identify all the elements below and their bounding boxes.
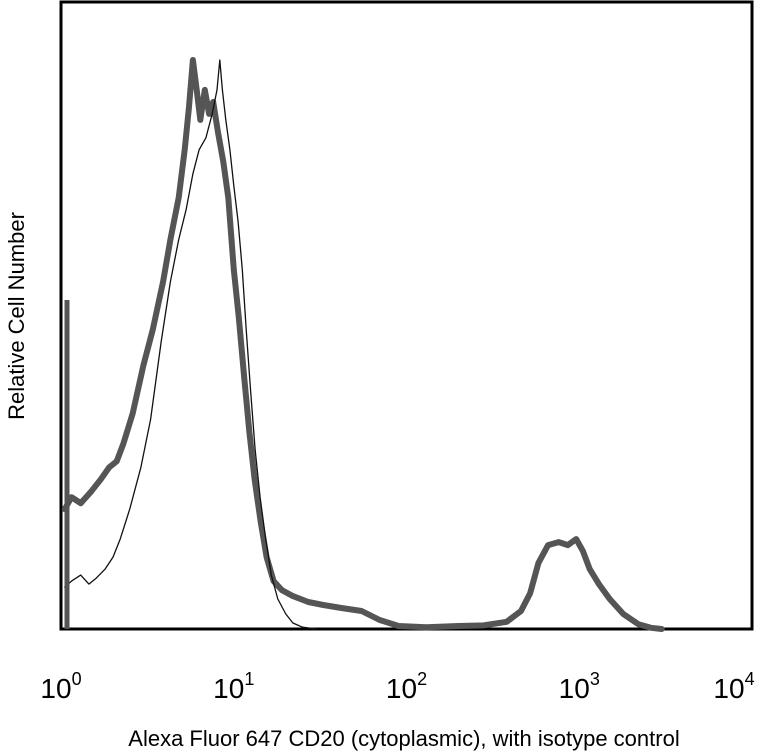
x-tick-exponent: 4 [745, 669, 755, 689]
x-tick-base: 10 [40, 673, 71, 704]
isotype-control-line [64, 59, 317, 630]
stained-histogram-line [61, 57, 665, 632]
x-tick-label: 102 [386, 669, 427, 704]
series-layer [61, 57, 665, 632]
x-tick-label: 101 [213, 669, 254, 704]
x-tick-base: 10 [559, 673, 590, 704]
plot-frame [59, 0, 754, 631]
x-tick-base: 10 [386, 673, 417, 704]
x-tick-labels: 100 101 102 103 104 [40, 669, 754, 704]
x-tick-label: 103 [559, 669, 600, 704]
x-tick-base: 10 [213, 673, 244, 704]
x-tick-exponent: 0 [72, 669, 82, 689]
x-tick-base: 10 [713, 673, 744, 704]
x-tick-label: 104 [713, 669, 754, 704]
x-tick-exponent: 3 [590, 669, 600, 689]
x-tick-exponent: 1 [244, 669, 254, 689]
x-axis-title: Alexa Fluor 647 CD20 (cytoplasmic), with… [128, 726, 679, 751]
y-axis-title: Relative Cell Number [4, 212, 29, 420]
x-tick-label: 100 [40, 669, 81, 704]
x-tick-exponent: 2 [417, 669, 427, 689]
